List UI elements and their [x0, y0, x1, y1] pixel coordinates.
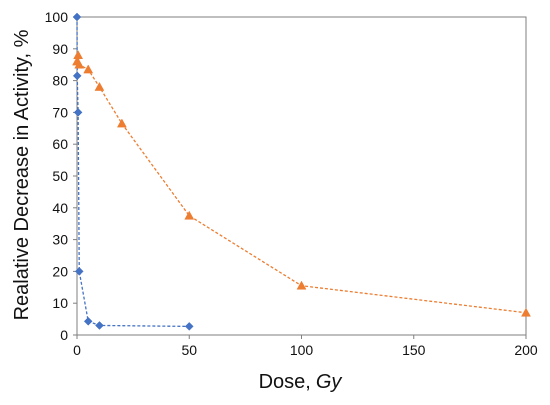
y-tick-label: 60	[52, 136, 68, 152]
y-tick-label: 90	[52, 41, 68, 57]
y-tick-label: 10	[52, 295, 68, 311]
series-1-point	[73, 108, 83, 117]
x-tick-label: 150	[402, 342, 426, 358]
axes: 0 10 20 30 40 50 60 70 80 90 100 0 50 100 150 200	[45, 9, 538, 358]
y-tick-label: 100	[45, 9, 69, 25]
series-2-point	[521, 307, 531, 317]
x-axis-title-unit: Gy	[316, 371, 343, 393]
y-tick-label: 30	[52, 232, 68, 248]
y-tick-label: 50	[52, 168, 68, 184]
series-2-point	[94, 81, 105, 91]
x-tick-label: 200	[514, 342, 538, 358]
series-2-point	[296, 280, 307, 290]
series-1-point	[74, 267, 84, 276]
x-tick-label: 50	[181, 342, 197, 358]
y-tick-label: 80	[52, 73, 68, 89]
series-layer	[72, 12, 531, 331]
series-2-point	[74, 59, 85, 69]
series-2-point	[116, 118, 127, 128]
series-1-point	[83, 316, 93, 326]
series-1-point	[95, 321, 104, 330]
series-2-point	[73, 50, 84, 60]
series-1-point	[72, 12, 82, 22]
series-2-point	[184, 210, 195, 220]
series-1-point	[184, 322, 194, 331]
y-axis-title: Realative Decrease in Activity, %	[11, 29, 33, 320]
x-axis-title: Dose, Gy	[259, 371, 343, 393]
y-tick-label: 0	[60, 327, 68, 343]
y-tick-label: 70	[52, 104, 68, 120]
series-1-point	[72, 71, 82, 81]
x-tick-label: 100	[290, 342, 314, 358]
series-2-point	[83, 64, 94, 74]
y-tick-label: 20	[52, 263, 68, 279]
y-tick-label: 40	[52, 200, 68, 216]
x-axis-title-text: Dose,	[259, 371, 311, 393]
series-1-line	[76, 16, 190, 328]
series-2-line	[76, 55, 527, 314]
x-tick-label: 0	[73, 342, 81, 358]
